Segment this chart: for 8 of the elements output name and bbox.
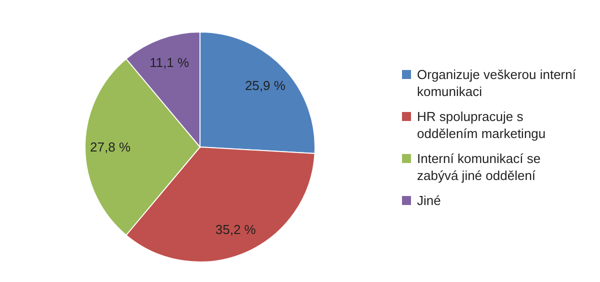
legend-label: Interní komunikací se zabývá jiné oddělení <box>417 150 542 184</box>
legend-label: Organizuje veškerou interní komunikaci <box>417 66 577 100</box>
data-label: 27,8 % <box>90 140 131 154</box>
data-label: 35,2 % <box>215 222 256 237</box>
data-label: 11,1 % <box>150 55 190 70</box>
legend-label: Jiné <box>417 192 441 208</box>
data-label: 25,9 % <box>244 78 286 93</box>
legend-label: HR spolupracuje s oddělením marketingu <box>417 108 547 142</box>
